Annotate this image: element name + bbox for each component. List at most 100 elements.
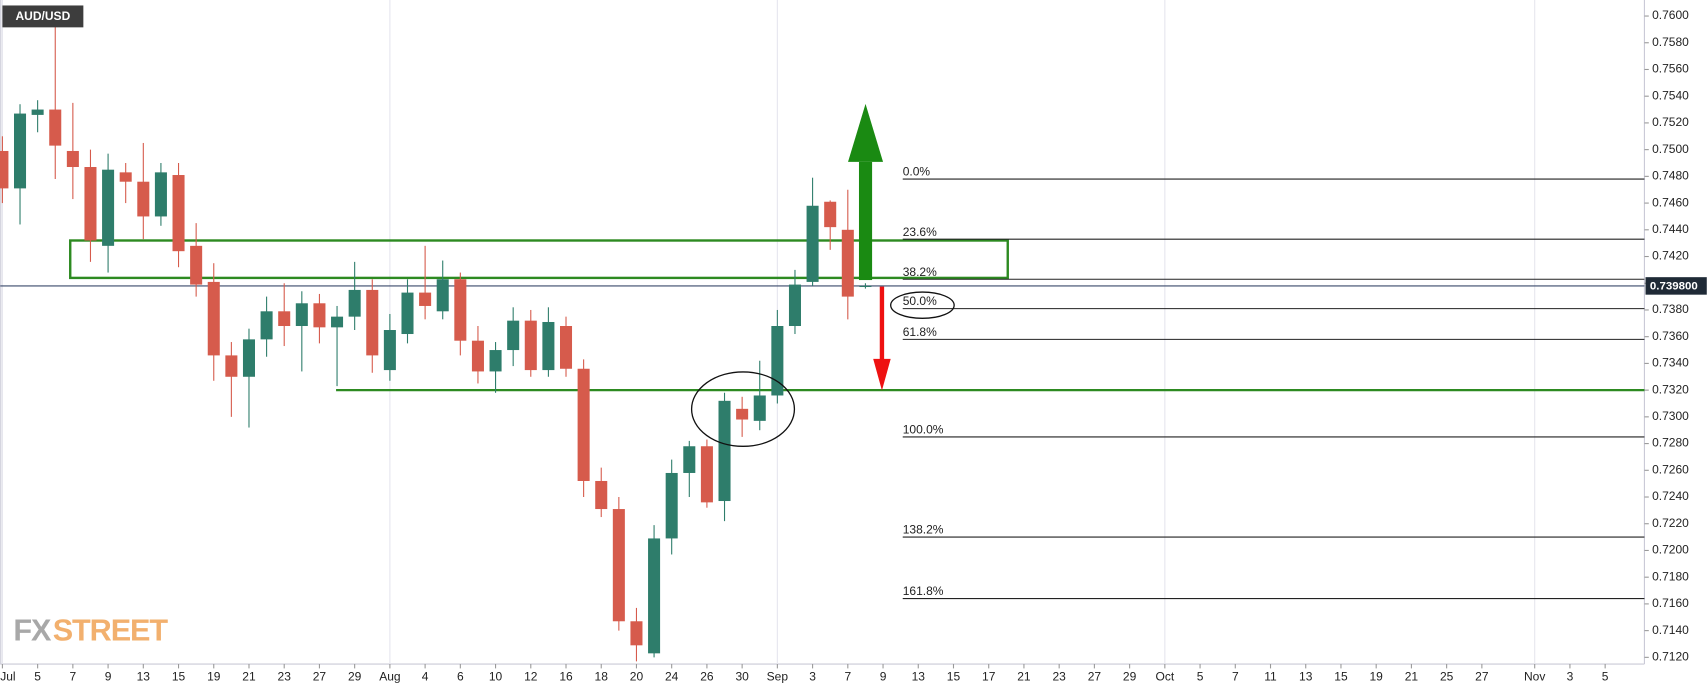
y-tick-label: 0.7360 <box>1652 329 1689 343</box>
x-tick-label: 13 <box>1299 669 1313 683</box>
candle-body <box>507 320 520 351</box>
candle-body <box>278 311 291 327</box>
candle-body <box>260 311 273 340</box>
x-tick-label: 10 <box>489 669 503 683</box>
x-tick-label: Aug <box>379 669 400 683</box>
x-tick-label: 3 <box>809 669 816 683</box>
candle-body <box>14 113 27 189</box>
x-tick-label: 19 <box>207 669 221 683</box>
candle-body <box>84 167 97 241</box>
x-tick-label: 23 <box>1052 669 1066 683</box>
y-tick-label: 0.7160 <box>1652 596 1689 610</box>
x-tick-label: 27 <box>1088 669 1102 683</box>
candle-body <box>718 400 731 502</box>
x-tick-label: 15 <box>172 669 186 683</box>
candle-body <box>824 201 837 228</box>
x-tick-label: 16 <box>559 669 573 683</box>
fib-label: 23.6% <box>903 225 937 239</box>
x-tick-label: 21 <box>1017 669 1031 683</box>
candle-body <box>154 172 167 217</box>
y-tick-label: 0.7180 <box>1652 569 1689 583</box>
last-price-tag <box>1645 277 1707 295</box>
candle-body <box>366 289 379 356</box>
y-tick-label: 0.7340 <box>1652 356 1689 370</box>
y-tick-label: 0.7120 <box>1652 650 1689 664</box>
candle-body <box>665 472 678 539</box>
y-tick-label: 0.7520 <box>1652 115 1689 129</box>
fib-label: 138.2% <box>903 523 944 537</box>
x-tick-label: 7 <box>70 669 77 683</box>
candle-body <box>66 150 79 168</box>
y-tick-label: 0.7140 <box>1652 623 1689 637</box>
y-tick-label: 0.7440 <box>1652 222 1689 236</box>
candle-body <box>454 279 467 341</box>
candle-body <box>419 292 432 306</box>
candle-body <box>841 229 854 297</box>
x-tick-label: 17 <box>982 669 996 683</box>
x-tick-label: 30 <box>735 669 749 683</box>
x-tick-label: 21 <box>1405 669 1419 683</box>
y-tick-label: 0.7380 <box>1652 302 1689 316</box>
candle-body <box>753 395 766 421</box>
candle-body <box>577 368 590 481</box>
candle-body <box>648 538 661 654</box>
y-tick-label: 0.7300 <box>1652 409 1689 423</box>
x-tick-label: 19 <box>1370 669 1384 683</box>
candle-body <box>630 621 643 646</box>
candle-body <box>471 340 484 372</box>
annotations <box>690 103 955 447</box>
candle-body <box>242 339 256 377</box>
x-tick-label: 24 <box>665 669 679 683</box>
highlight-ellipse <box>890 291 955 319</box>
x-tick-label: Jul <box>0 669 15 683</box>
candle-body <box>295 303 308 327</box>
down-arrow-shaft <box>879 286 885 362</box>
x-tick-label: 27 <box>1475 669 1489 683</box>
y-tick-label: 0.7540 <box>1652 88 1689 102</box>
y-tick-label: 0.7260 <box>1652 462 1689 476</box>
candle-body <box>119 172 132 182</box>
candle-body <box>736 408 749 420</box>
up-arrow-head <box>848 103 884 162</box>
x-tick-label: 29 <box>348 669 362 683</box>
fib-label: 38.2% <box>903 265 937 279</box>
x-tick-label: 15 <box>947 669 961 683</box>
y-tick-label: 0.7500 <box>1652 142 1689 156</box>
x-tick-label: Sep <box>767 669 789 683</box>
chart-title: AUD/USD <box>16 9 71 23</box>
candle-body <box>595 480 608 510</box>
fib-label: 161.8% <box>903 584 944 598</box>
candle-body <box>31 109 44 115</box>
y-tick-label: 0.7480 <box>1652 169 1689 183</box>
candle-body <box>489 350 502 372</box>
x-tick-label: 3 <box>1567 669 1574 683</box>
x-tick-label: 5 <box>1197 669 1204 683</box>
candle-body <box>172 175 185 252</box>
x-tick-label: 13 <box>137 669 151 683</box>
candle-body <box>137 181 150 217</box>
down-arrow-head <box>873 358 891 391</box>
y-tick-label: 0.7460 <box>1652 195 1689 209</box>
x-tick-label: 15 <box>1334 669 1348 683</box>
x-tick-label: 4 <box>422 669 429 683</box>
candle-body <box>788 284 801 327</box>
x-tick-label: 13 <box>912 669 926 683</box>
candle-body <box>383 330 396 371</box>
candle-body <box>436 279 449 312</box>
x-tick-label: 7 <box>844 669 851 683</box>
fib-label: 50.0% <box>903 294 937 308</box>
x-tick-label: 7 <box>1232 669 1239 683</box>
fib-label: 100.0% <box>903 423 944 437</box>
candle-body <box>700 446 713 503</box>
y-tick-label: 0.7200 <box>1652 543 1689 557</box>
candle-body <box>859 285 872 288</box>
up-arrow-shaft <box>858 161 873 281</box>
x-tick-label: 9 <box>880 669 887 683</box>
y-tick-label: 0.7560 <box>1652 62 1689 76</box>
title-box <box>2 5 84 28</box>
x-tick-label: 23 <box>278 669 292 683</box>
x-tick-label: 9 <box>105 669 112 683</box>
logo-street: STREET <box>53 613 169 647</box>
